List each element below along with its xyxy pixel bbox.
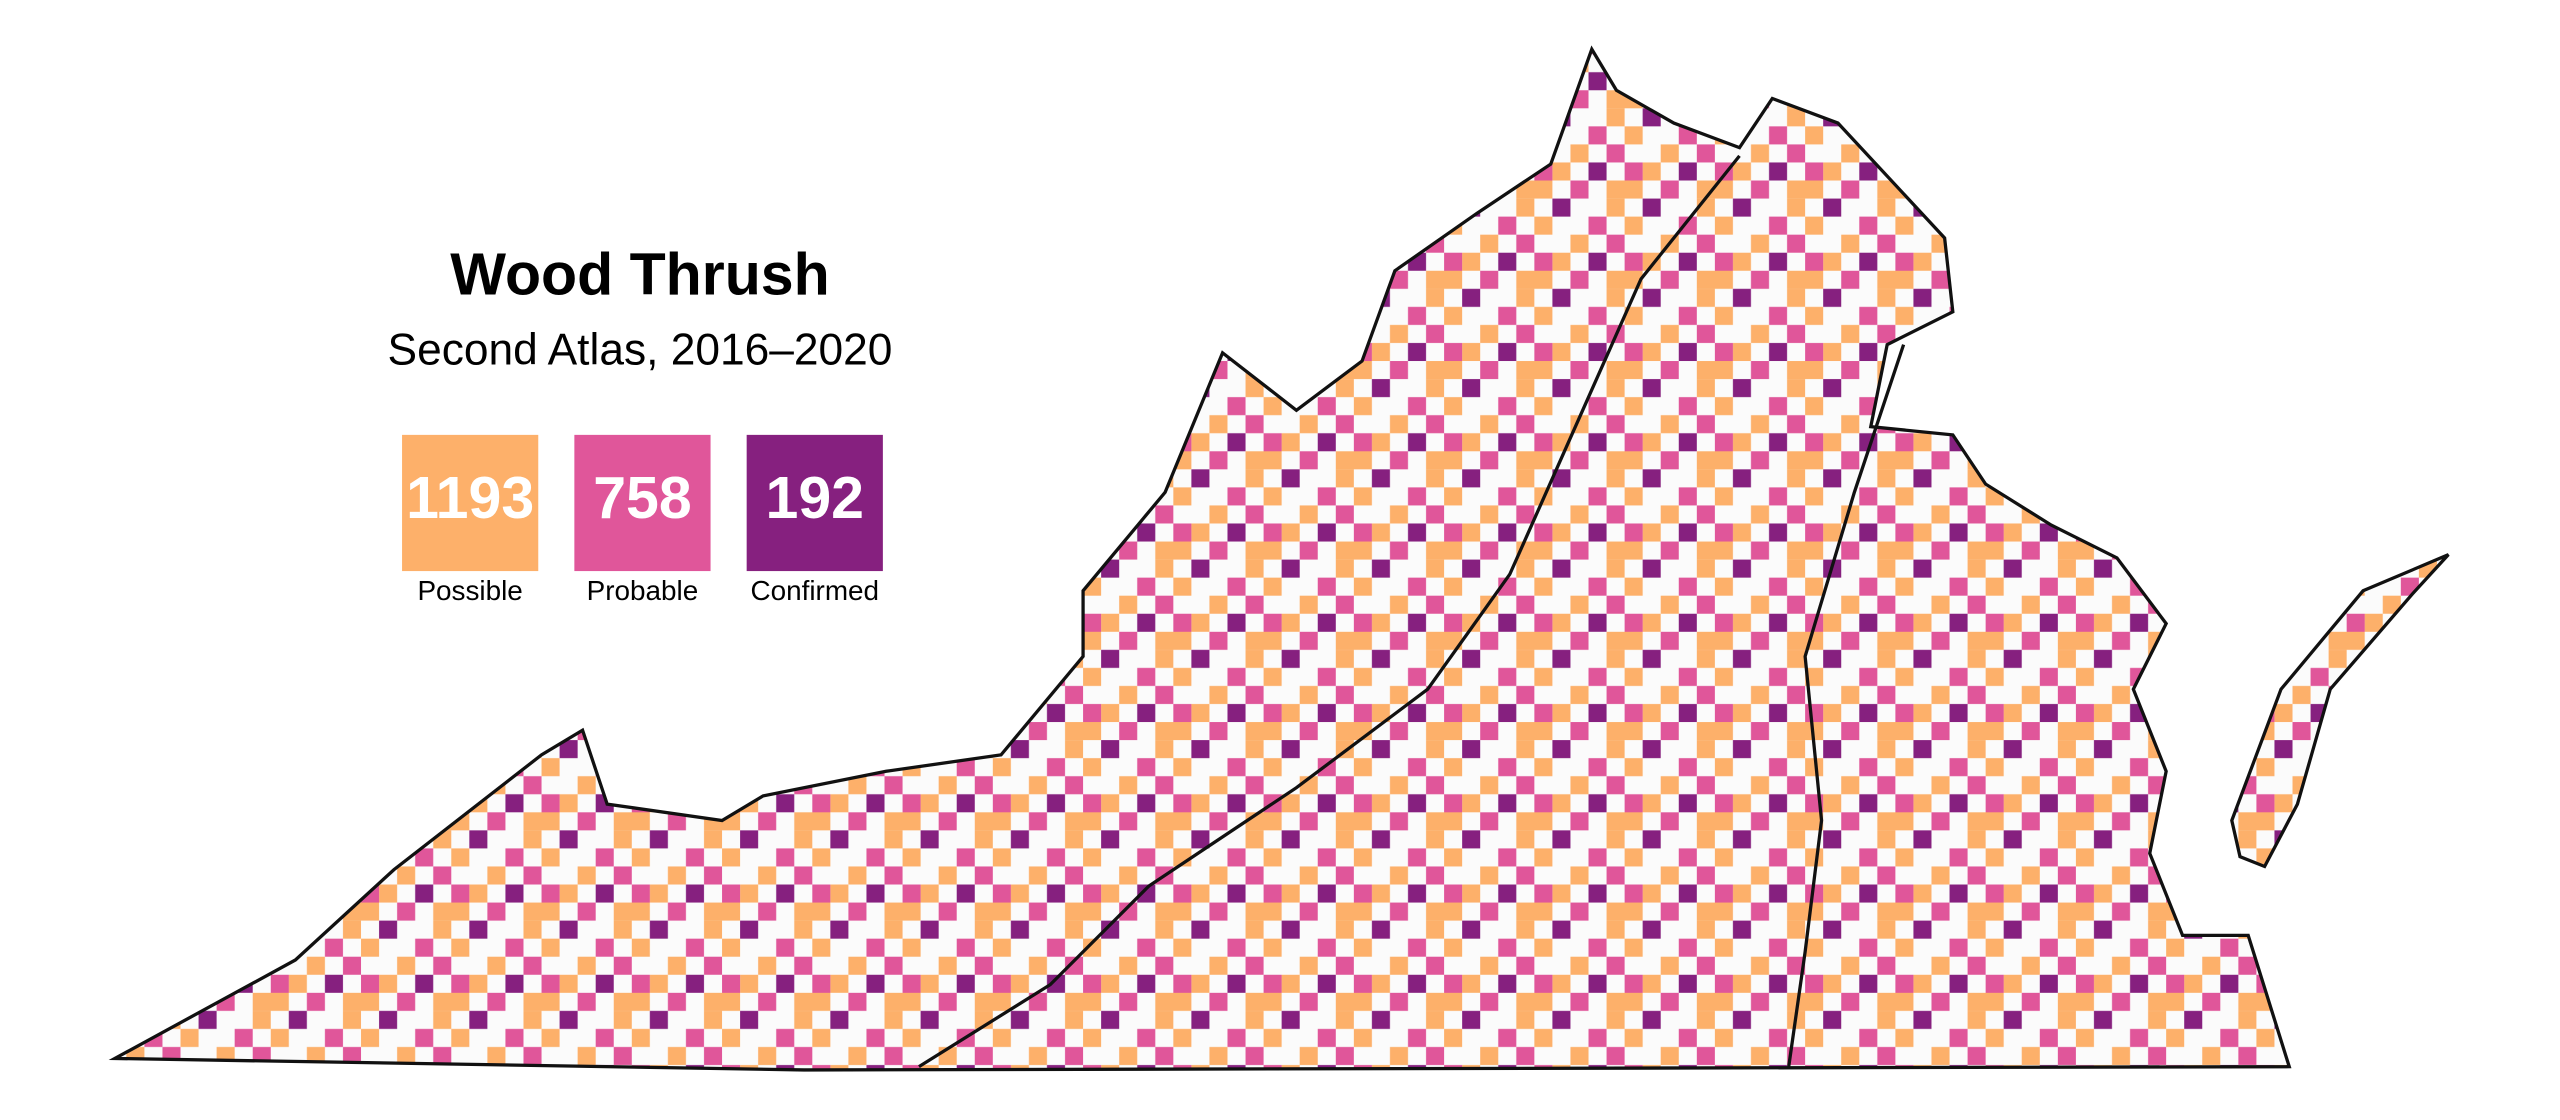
legend-label: Probable	[587, 575, 699, 606]
map-subtitle: Second Atlas, 2016–2020	[388, 326, 893, 375]
virginia-eastern-shore	[2230, 553, 2450, 869]
legend-swatch	[746, 434, 883, 572]
legend-count: 192	[765, 465, 864, 531]
region-boundary	[1787, 344, 1906, 1067]
legend-swatch	[574, 434, 711, 572]
legend-count: 1193	[406, 465, 534, 531]
legend-label: Possible	[417, 575, 522, 606]
legend: 1193 Possible 758 Probable 192 Confirmed	[402, 434, 883, 606]
map-title: Wood Thrush	[450, 242, 829, 308]
state-shape	[108, 45, 2450, 1072]
legend-count: 758	[593, 465, 692, 531]
region-boundary	[918, 154, 1741, 1069]
virginia-mainland	[108, 45, 2292, 1072]
legend-swatch	[402, 434, 539, 572]
legend-label: Confirmed	[750, 575, 879, 606]
